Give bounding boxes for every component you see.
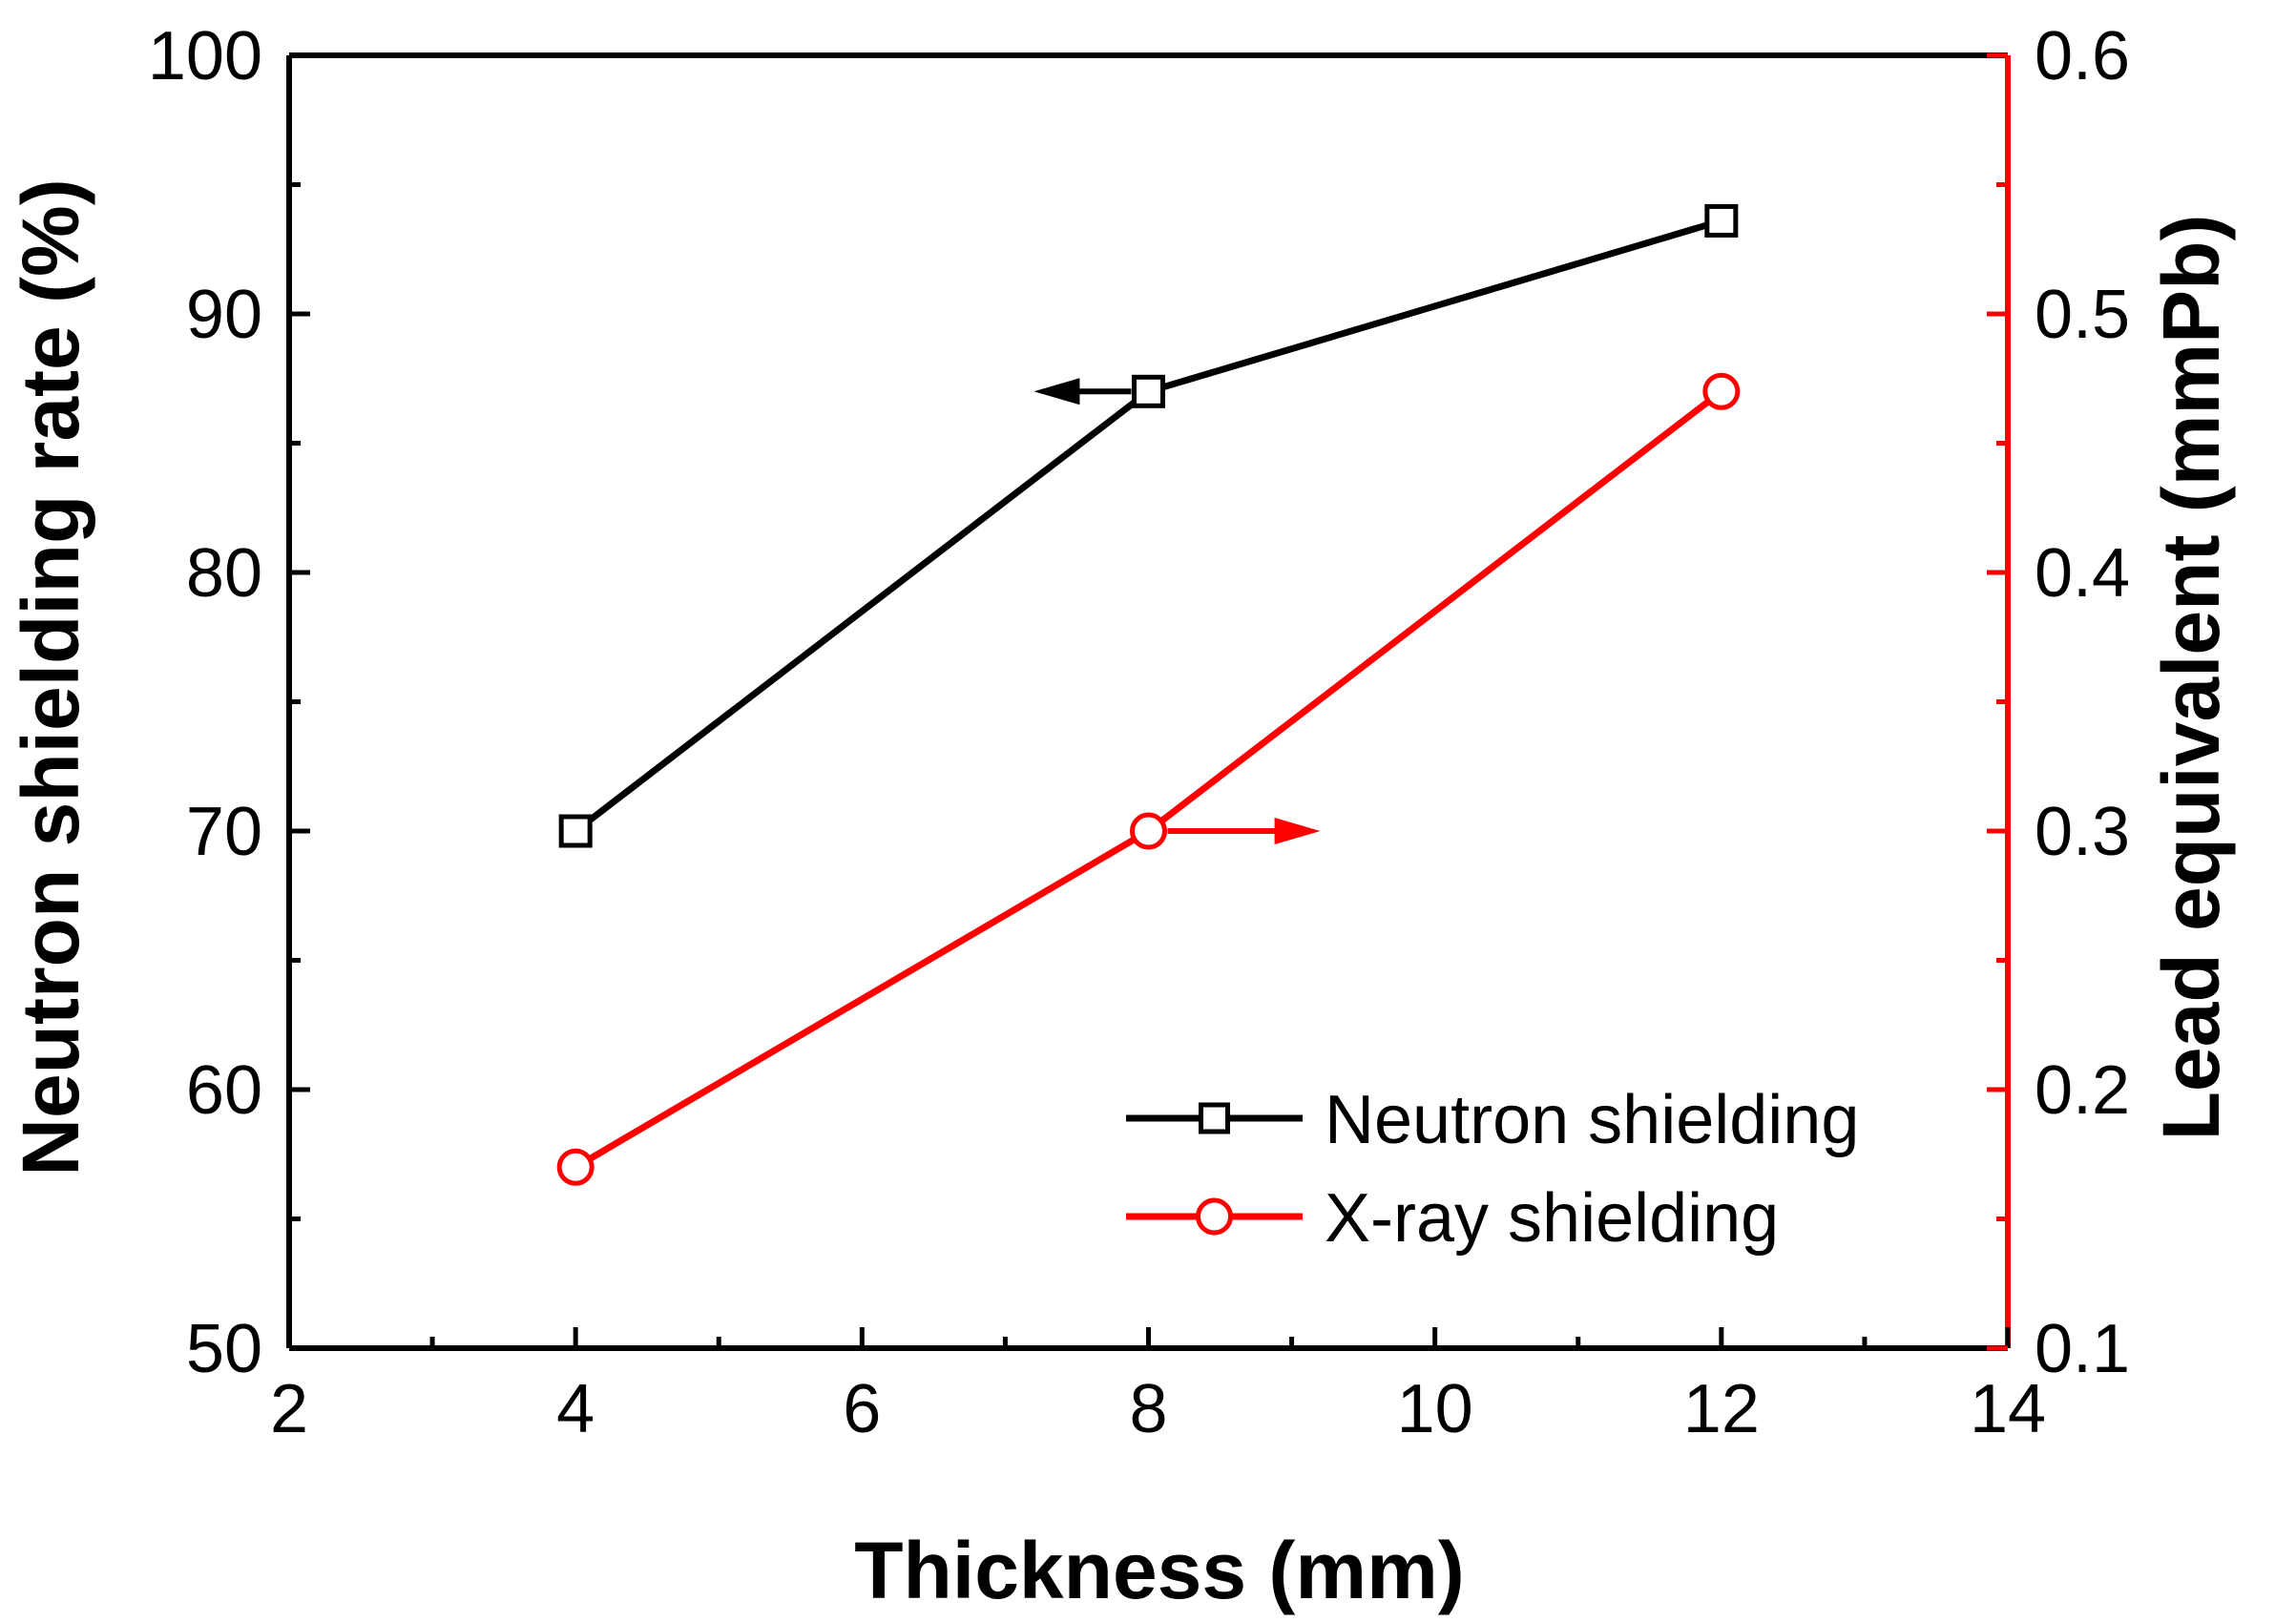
- x-tick-label: 8: [1129, 1371, 1167, 1447]
- plot-layer: [556, 203, 1741, 1186]
- legend-label-x-ray-shielding: X-ray shielding: [1325, 1180, 1779, 1257]
- arrow-right-head: [1274, 818, 1321, 844]
- data-point-x-ray-shielding: [1702, 372, 1741, 410]
- data-point-neutron-shielding: [1704, 203, 1739, 238]
- x-tick-label: 6: [843, 1371, 881, 1447]
- y-tick-label: 50: [186, 1311, 262, 1387]
- legend: Neutron shielding X-ray shielding: [1126, 1082, 1859, 1257]
- y2-tick-label: 0.4: [2035, 535, 2130, 612]
- y2-axis-title: Lead equivalent (mmPb): [2146, 215, 2236, 1141]
- arrow-left-head: [1033, 378, 1080, 406]
- y-axis-title: Neutron shielding rate (%): [6, 178, 95, 1175]
- y-tick-label: 70: [186, 794, 262, 870]
- x-tick-label: 4: [556, 1371, 595, 1447]
- data-point-x-ray-shielding: [556, 1148, 595, 1186]
- series-line-x-ray-shielding: [574, 388, 1723, 1171]
- y2-tick-label: 0.6: [2035, 18, 2130, 94]
- legend-marker-neutron-shielding: [1199, 1102, 1230, 1134]
- y2-tick-label: 0.5: [2035, 277, 2130, 353]
- data-point-x-ray-shielding: [1130, 812, 1167, 850]
- x-axis-title: Thickness (mm): [854, 1526, 1465, 1615]
- y2-tick-label: 0.3: [2035, 794, 2130, 870]
- y-tick-label: 80: [186, 535, 262, 612]
- data-point-neutron-shielding: [558, 814, 593, 848]
- y-tick-label: 90: [186, 277, 262, 353]
- legend-label-neutron-shielding: Neutron shielding: [1325, 1082, 1859, 1158]
- axes-layer: 2 4 6 8 10 12 14 50 60 70 80 90 100 0.1 0.2 0.3 0.4 0.5 0.…: [148, 18, 2130, 1447]
- y-tick-label: 100: [148, 18, 262, 94]
- x-tick-label: 14: [1970, 1371, 2046, 1447]
- x-tick-label: 12: [1683, 1371, 1760, 1447]
- y2-tick-label: 0.2: [2035, 1052, 2130, 1129]
- legend-marker-x-ray-shielding: [1196, 1197, 1233, 1236]
- y-tick-label: 60: [186, 1052, 262, 1129]
- y2-tick-label: 0.1: [2035, 1311, 2130, 1387]
- data-point-neutron-shielding: [1132, 374, 1165, 408]
- x-tick-label: 10: [1397, 1371, 1473, 1447]
- x-tick-label: 2: [270, 1371, 308, 1447]
